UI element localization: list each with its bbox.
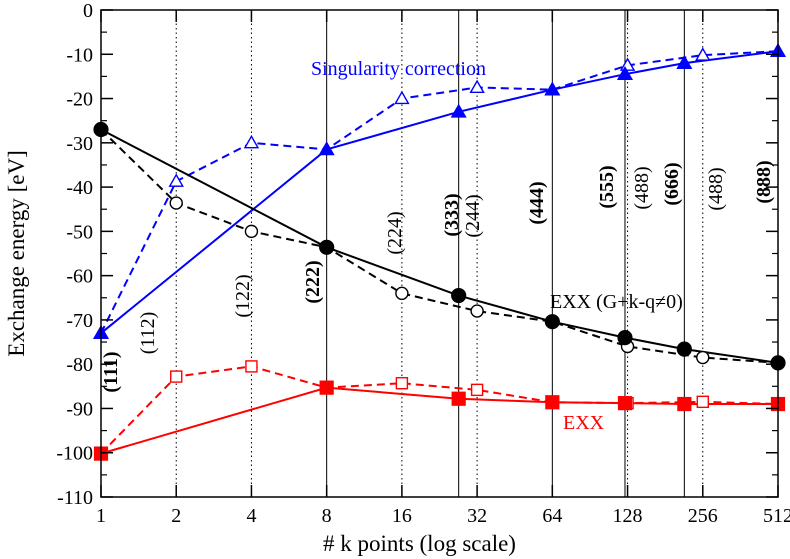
y-tick-label: -70 <box>66 310 93 332</box>
x-tick-label: 64 <box>542 505 562 527</box>
data-point-singularity-correction-solid-8 <box>318 141 335 156</box>
data-point-exx-dashed-32 <box>470 383 484 397</box>
y-tick-label: -80 <box>66 354 93 376</box>
series-line-exx-g-k-q-0-dashed <box>100 128 779 364</box>
grid-label-444: (444) <box>526 181 548 224</box>
data-point-exx-g-k-q-0-dashed-256 <box>696 350 710 365</box>
grid-label-224: (224) <box>384 211 406 254</box>
data-point-singularity-correction-solid-64 <box>544 81 561 96</box>
x-tick-label: 16 <box>392 505 412 527</box>
grid-label-222: (222) <box>302 260 324 303</box>
data-point-exx-solid-216 <box>677 396 692 412</box>
data-point-exx-solid-27 <box>451 391 466 406</box>
y-tick-label: -100 <box>56 443 93 465</box>
data-point-exx-g-k-q-0-dashed-4 <box>244 224 259 239</box>
y-tick-label: -20 <box>66 89 93 111</box>
data-point-exx-g-k-q-0-solid-64 <box>544 314 560 330</box>
data-point-exx-g-k-q-0-solid-125 <box>617 330 633 346</box>
y-tick-label: -40 <box>66 177 93 199</box>
data-point-exx-g-k-q-0-dashed-2 <box>169 196 183 210</box>
y-tick-label: -90 <box>66 398 93 420</box>
data-point-exx-solid-125 <box>617 396 633 411</box>
grid-label-244: (244) <box>462 194 484 237</box>
data-point-exx-dashed-256 <box>696 395 709 409</box>
x-tick-label: 128 <box>613 505 643 527</box>
data-point-exx-solid-64 <box>545 395 560 410</box>
grid-label-111: (111) <box>100 351 122 392</box>
y-tick-label: -60 <box>66 266 93 288</box>
y-tick-label: -30 <box>66 133 93 155</box>
grid-label-888: (888) <box>753 160 775 203</box>
data-point-singularity-correction-dashed-32 <box>469 79 485 94</box>
data-point-singularity-correction-solid-27 <box>450 103 467 118</box>
data-point-singularity-correction-dashed-2 <box>168 173 184 187</box>
data-point-exx-dashed-4 <box>245 360 258 373</box>
y-tick-label: -50 <box>66 221 93 243</box>
x-tick-label: 32 <box>467 505 487 527</box>
data-point-singularity-correction-dashed-256 <box>695 47 711 61</box>
x-axis-title: # k points (log scale) <box>323 531 516 556</box>
x-tick-label: 8 <box>322 505 332 527</box>
data-point-singularity-correction-solid-125 <box>616 65 634 81</box>
grid-label-488: (488) <box>705 167 727 210</box>
data-point-exx-g-k-q-0-dashed-32 <box>470 304 484 318</box>
data-point-exx-dashed-16 <box>395 377 409 390</box>
data-point-singularity-correction-dashed-4 <box>243 134 260 149</box>
grid-label-333: (333) <box>441 193 463 236</box>
grid-label-122: (122) <box>232 274 254 317</box>
y-axis-title: Exchange energy [eV] <box>4 150 29 356</box>
y-tick-label: -110 <box>57 487 93 509</box>
grid-label-488: (488) <box>631 166 653 209</box>
grid-label-555: (555) <box>596 165 618 208</box>
grid-label-112: (112) <box>137 312 159 355</box>
series-line-exx-dashed <box>100 365 779 455</box>
x-tick-label: 256 <box>688 505 718 527</box>
data-point-singularity-correction-dashed-16 <box>394 90 410 105</box>
data-point-exx-g-k-q-0-solid-8 <box>319 239 335 255</box>
data-point-exx-dashed-2 <box>170 370 183 383</box>
grid-label-666: (666) <box>661 162 683 205</box>
y-tick-label: -10 <box>66 44 93 66</box>
series-group <box>100 50 779 455</box>
data-point-exx-g-k-q-0-solid-27 <box>451 287 467 304</box>
data-point-singularity-correction-solid-216 <box>676 54 693 69</box>
y-tick-label: 0 <box>83 0 93 22</box>
x-tick-label: 512 <box>763 505 790 527</box>
series-line-singularity-correction-dashed <box>100 50 779 334</box>
data-point-exx-solid-8 <box>319 380 334 395</box>
data-point-exx-g-k-q-0-solid-216 <box>676 341 692 357</box>
series-line-exx-solid <box>100 386 778 455</box>
annotation-exx: EXX <box>563 412 605 434</box>
annotation-singularity-correction: Singularity correction <box>311 58 486 80</box>
data-point-exx-g-k-q-0-dashed-16 <box>395 286 409 301</box>
x-tick-label: 4 <box>246 505 256 527</box>
axis-ticks <box>100 9 779 498</box>
annotation-exx-g-k-q-0: EXX (G+k-q≠0) <box>550 291 683 313</box>
x-tick-label: 1 <box>96 505 106 527</box>
x-tick-label: 2 <box>171 505 181 527</box>
